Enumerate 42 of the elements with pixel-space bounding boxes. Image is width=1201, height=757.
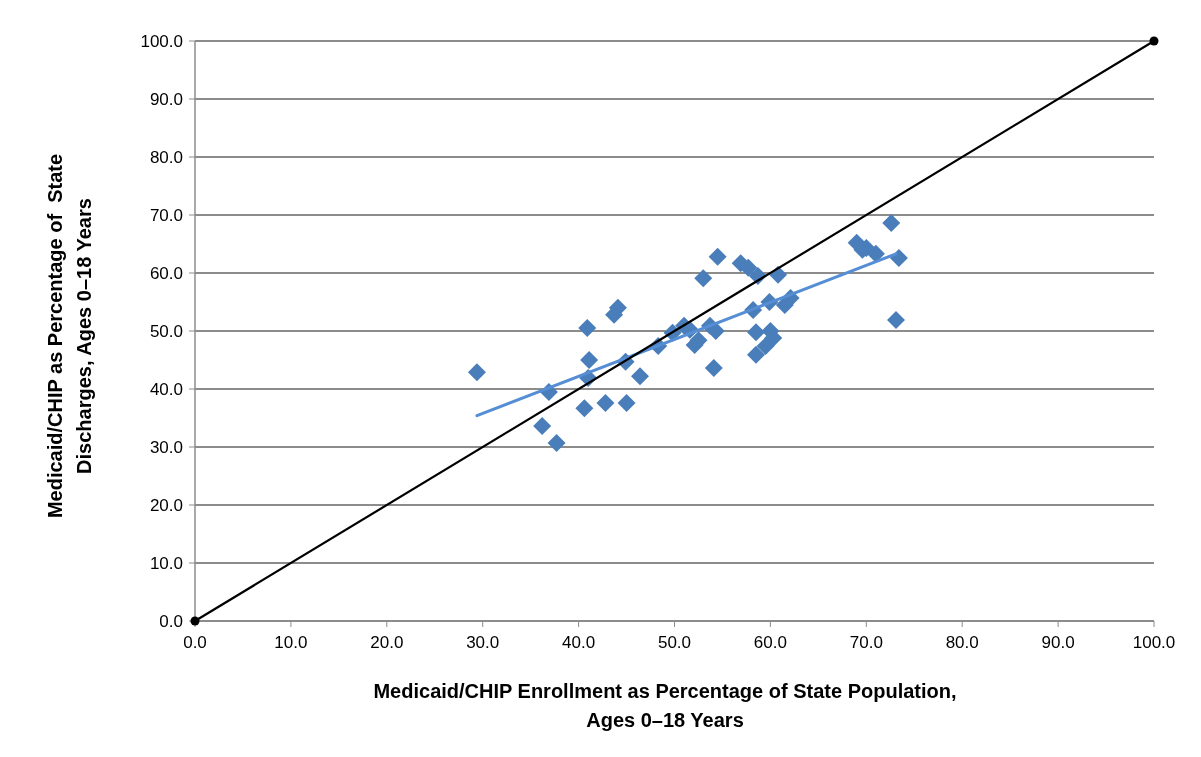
point: [704, 359, 723, 378]
y-tick-label: 50.0: [149, 322, 183, 341]
point: [467, 363, 486, 382]
x-tick-label: 0.0: [183, 633, 207, 652]
point: [747, 323, 766, 342]
point: [580, 351, 599, 369]
point: [889, 248, 908, 267]
y-tick-label: 90.0: [149, 90, 183, 109]
y-tick-label: 0.0: [159, 612, 183, 631]
point: [596, 393, 615, 412]
y-tick-label: 40.0: [149, 380, 183, 399]
point: [1149, 36, 1159, 46]
point: [533, 417, 552, 436]
y-tick-label: 20.0: [149, 496, 183, 515]
x-tick-label: 30.0: [466, 633, 500, 652]
x-axis-title: Medicaid/CHIP Enrollment as Percentage of State Population, Ages 0–18 Years: [373, 680, 957, 731]
x-tick-label: 50.0: [657, 633, 692, 652]
point: [694, 269, 713, 288]
x-tick-label: 10.0: [274, 633, 308, 652]
x-tick-label: 90.0: [1041, 633, 1075, 652]
y-tick-label: 80.0: [149, 148, 183, 167]
y-tick-label: 60.0: [149, 264, 183, 283]
point: [887, 310, 906, 329]
point: [630, 367, 649, 386]
x-tick-label: 20.0: [370, 633, 404, 652]
y-axis-title: Medicaid/CHIP as Percentage of State Discharges, Ages 0–18 Years: [44, 153, 95, 519]
x-tick-label: 40.0: [562, 633, 596, 652]
point: [547, 433, 566, 452]
x-tick-label: 70.0: [849, 633, 883, 652]
point: [578, 319, 597, 338]
y-tick-label: 100.0: [140, 32, 183, 51]
point: [882, 214, 901, 233]
y-tick-label: 10.0: [149, 554, 183, 573]
x-tick-label: 80.0: [945, 633, 979, 652]
y-tick-label: 70.0: [149, 206, 183, 225]
point: [747, 345, 766, 364]
x-tick-label: 60.0: [753, 633, 787, 652]
point: [617, 393, 636, 412]
x-tick-label: 100.0: [1132, 633, 1176, 652]
point: [708, 247, 727, 266]
point: [575, 399, 594, 418]
y-tick-label: 30.0: [149, 438, 183, 457]
